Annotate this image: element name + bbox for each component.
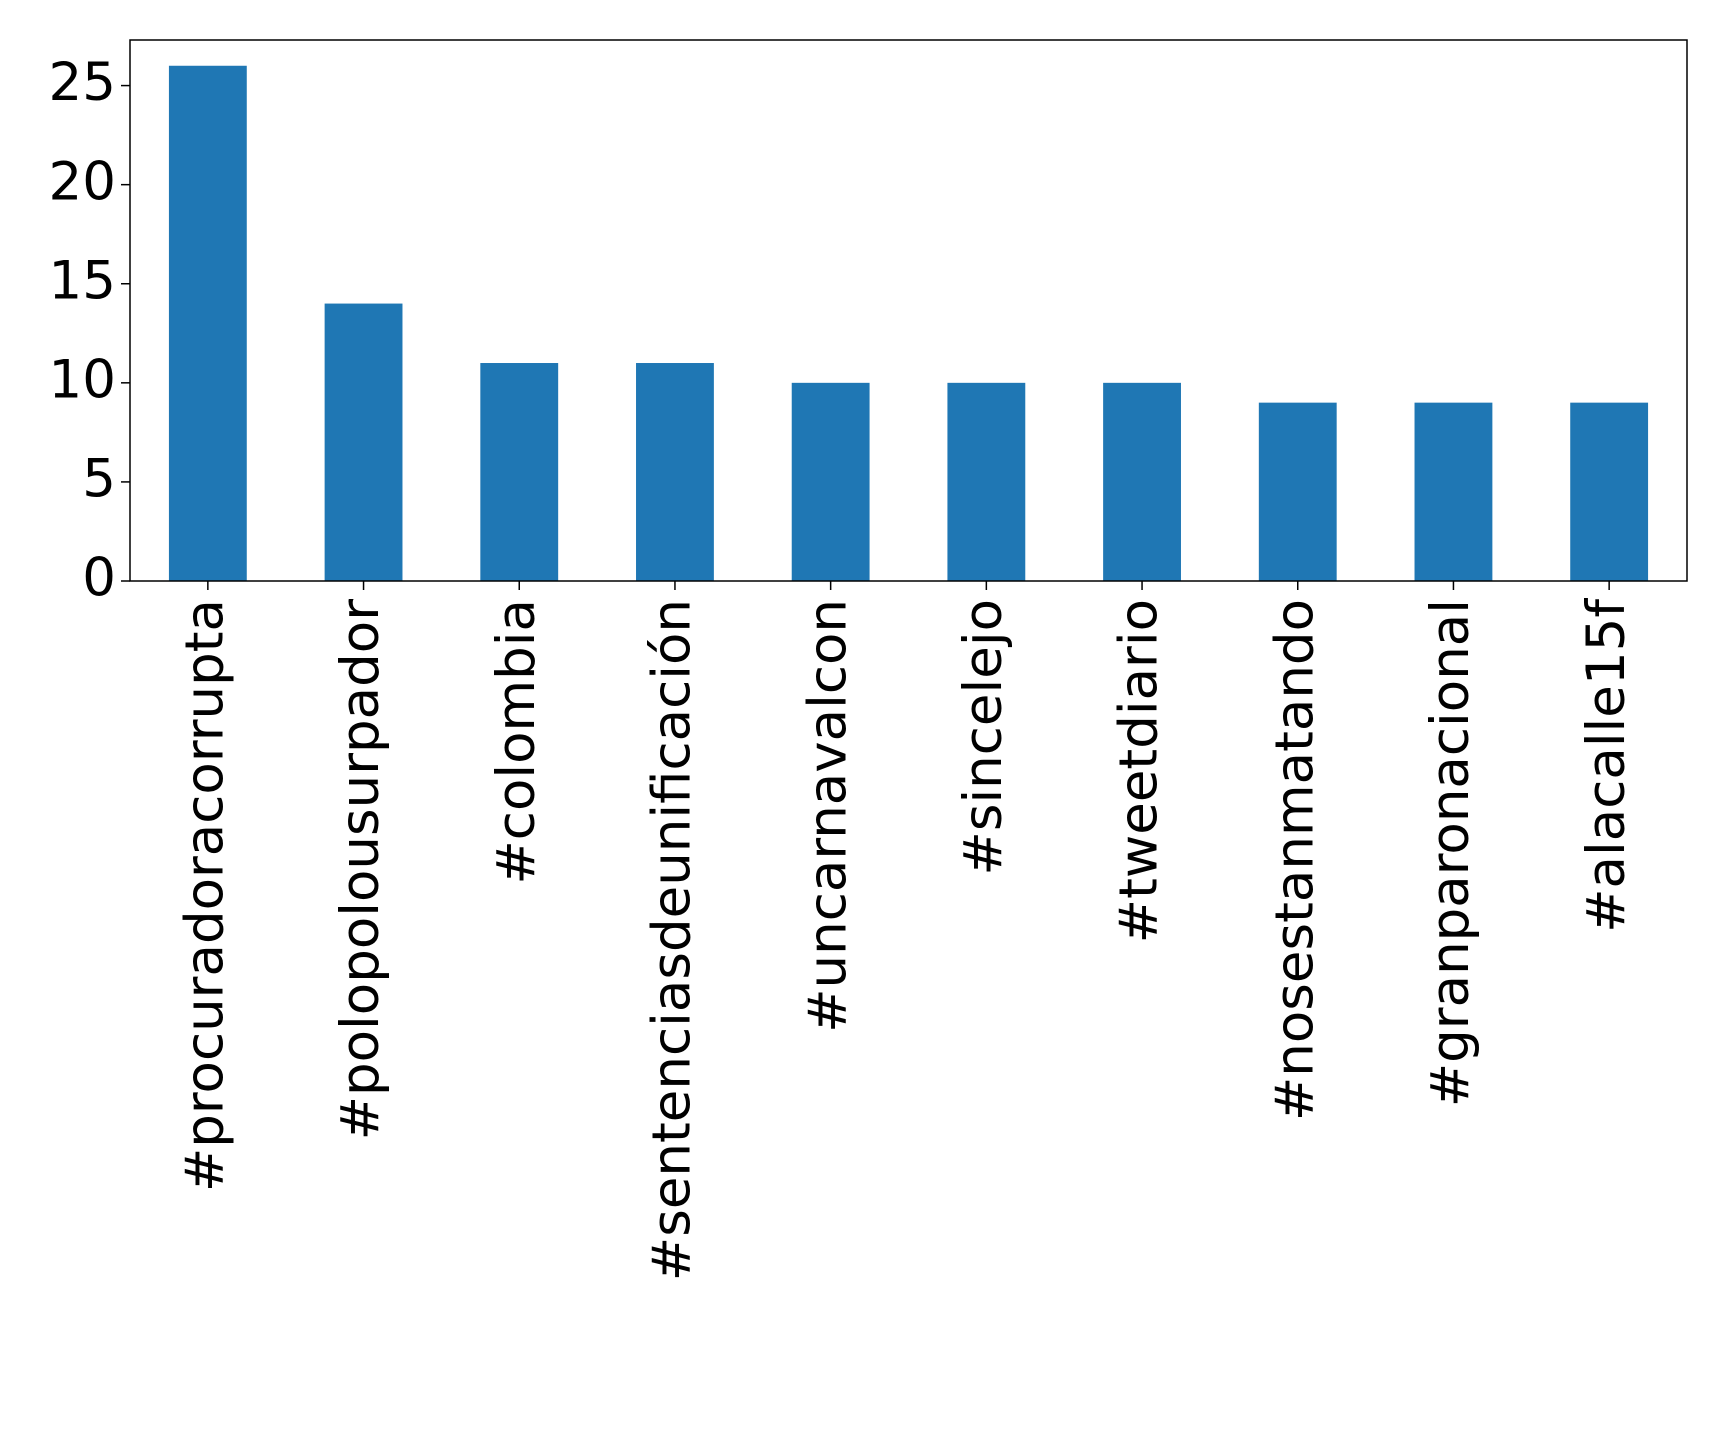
x-tick-label: #sincelejo <box>953 599 1014 876</box>
x-tick-label: #polopolousurpador <box>330 599 391 1141</box>
bar <box>1414 402 1493 581</box>
axes-frame <box>129 39 1688 582</box>
bar <box>324 303 403 581</box>
bar <box>480 363 559 581</box>
bar <box>168 65 247 581</box>
x-tick-label: #nosestanmatando <box>1264 599 1325 1121</box>
bar <box>1258 402 1337 581</box>
x-tick-label: #tweetdiario <box>1109 599 1170 943</box>
x-tick-label: #colombia <box>486 599 547 885</box>
bar <box>947 382 1026 581</box>
x-tick-label: #sentenciasdeunificación <box>642 599 703 1281</box>
y-tick-label: 20 <box>49 151 116 212</box>
bar <box>1103 382 1181 581</box>
bar <box>1570 402 1649 581</box>
x-tick-label: #procuradoracorrupta <box>174 599 235 1192</box>
bar <box>791 382 870 581</box>
y-tick-label: 25 <box>49 52 116 113</box>
y-tick-label: 5 <box>82 449 116 510</box>
y-tick-label: 10 <box>49 349 116 410</box>
x-tick-label: #granparonacional <box>1420 599 1481 1107</box>
y-tick-label: 0 <box>82 548 116 609</box>
x-tick-label: #alacalle15f <box>1576 598 1637 933</box>
bar <box>636 363 714 581</box>
y-tick-label: 15 <box>49 250 116 311</box>
x-tick-label: #uncarnavalcon <box>797 599 858 1033</box>
